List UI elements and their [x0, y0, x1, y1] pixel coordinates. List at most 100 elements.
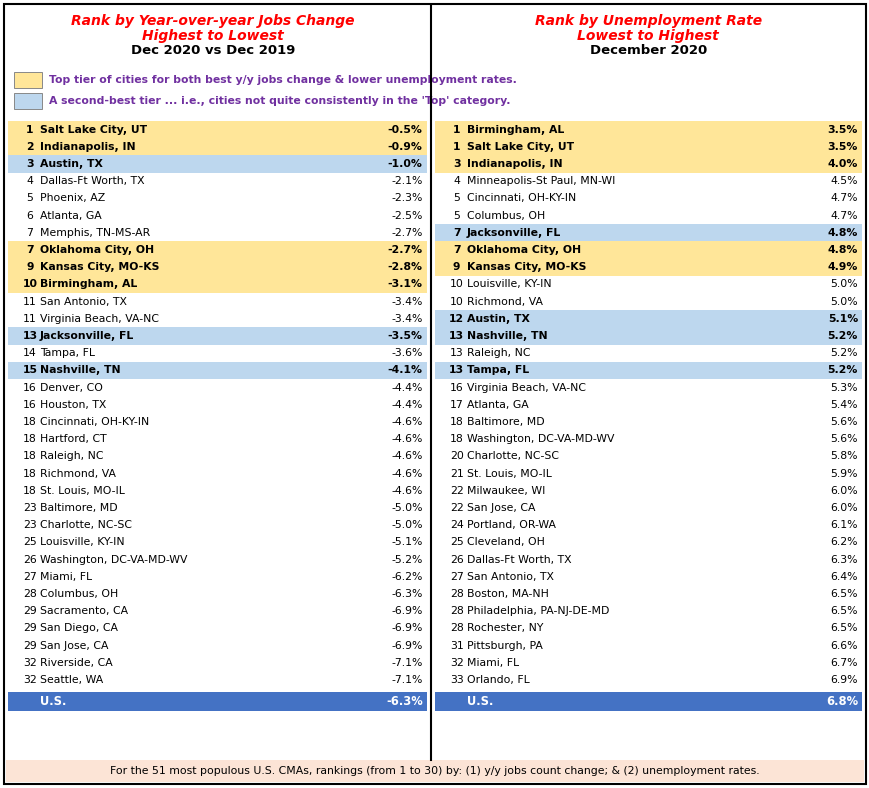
Text: Rochester, NY: Rochester, NY: [466, 623, 542, 634]
Text: 10: 10: [449, 296, 463, 307]
Text: Washington, DC-VA-MD-WV: Washington, DC-VA-MD-WV: [40, 555, 188, 564]
Text: 6.5%: 6.5%: [830, 623, 857, 634]
Text: 3: 3: [26, 159, 34, 169]
FancyBboxPatch shape: [434, 448, 861, 465]
Text: Orlando, FL: Orlando, FL: [466, 675, 529, 685]
FancyBboxPatch shape: [434, 637, 861, 654]
Text: Columbus, OH: Columbus, OH: [466, 210, 544, 221]
FancyBboxPatch shape: [434, 190, 861, 207]
Text: 5: 5: [453, 210, 460, 221]
Text: Washington, DC-VA-MD-WV: Washington, DC-VA-MD-WV: [466, 434, 614, 444]
Text: 33: 33: [449, 675, 463, 685]
FancyBboxPatch shape: [8, 654, 426, 671]
Text: -6.9%: -6.9%: [391, 641, 422, 651]
FancyBboxPatch shape: [434, 155, 861, 173]
Text: Dallas-Ft Worth, TX: Dallas-Ft Worth, TX: [40, 177, 144, 186]
FancyBboxPatch shape: [434, 121, 861, 138]
Text: Cincinnati, OH-KY-IN: Cincinnati, OH-KY-IN: [40, 417, 149, 427]
Text: 13: 13: [449, 348, 463, 359]
FancyBboxPatch shape: [8, 379, 426, 396]
Text: Tampa, FL: Tampa, FL: [40, 348, 95, 359]
Text: -2.7%: -2.7%: [387, 245, 422, 255]
FancyBboxPatch shape: [8, 517, 426, 533]
Text: December 2020: December 2020: [589, 44, 706, 57]
Text: 13: 13: [23, 331, 37, 341]
Text: -5.0%: -5.0%: [391, 520, 422, 530]
Text: 6.5%: 6.5%: [830, 589, 857, 599]
Text: Top tier of cities for both best y/y jobs change & lower unemployment rates.: Top tier of cities for both best y/y job…: [49, 75, 516, 85]
Text: Austin, TX: Austin, TX: [40, 159, 103, 169]
Text: Indianapolis, IN: Indianapolis, IN: [466, 159, 561, 169]
Text: 10: 10: [449, 280, 463, 289]
Text: San Jose, CA: San Jose, CA: [40, 641, 109, 651]
Text: 26: 26: [449, 555, 463, 564]
Text: 5.2%: 5.2%: [830, 348, 857, 359]
Text: 4.7%: 4.7%: [830, 210, 857, 221]
Text: -6.3%: -6.3%: [386, 695, 422, 708]
Text: Miami, FL: Miami, FL: [40, 572, 92, 582]
Text: 5.9%: 5.9%: [830, 469, 857, 478]
Text: Pittsburgh, PA: Pittsburgh, PA: [466, 641, 542, 651]
Text: Jacksonville, FL: Jacksonville, FL: [40, 331, 134, 341]
Text: 7: 7: [26, 245, 34, 255]
Text: San Jose, CA: San Jose, CA: [466, 503, 534, 513]
Text: 6.9%: 6.9%: [830, 675, 857, 685]
FancyBboxPatch shape: [8, 241, 426, 258]
Text: 12: 12: [448, 314, 464, 324]
Text: 6.4%: 6.4%: [830, 572, 857, 582]
Text: Kansas City, MO-KS: Kansas City, MO-KS: [466, 262, 586, 272]
Text: 7: 7: [453, 245, 460, 255]
Text: -0.5%: -0.5%: [388, 125, 422, 135]
Text: 1: 1: [26, 125, 34, 135]
Text: 5.0%: 5.0%: [829, 296, 857, 307]
Text: 5.0%: 5.0%: [829, 280, 857, 289]
FancyBboxPatch shape: [434, 362, 861, 379]
FancyBboxPatch shape: [434, 327, 861, 344]
FancyBboxPatch shape: [8, 482, 426, 500]
Text: -2.1%: -2.1%: [391, 177, 422, 186]
Text: -1.0%: -1.0%: [388, 159, 422, 169]
Text: 21: 21: [449, 469, 463, 478]
Text: 9: 9: [453, 262, 460, 272]
Text: Memphis, TN-MS-AR: Memphis, TN-MS-AR: [40, 228, 150, 238]
Text: Baltimore, MD: Baltimore, MD: [466, 417, 544, 427]
FancyBboxPatch shape: [8, 310, 426, 327]
FancyBboxPatch shape: [8, 414, 426, 430]
Text: 5.6%: 5.6%: [830, 434, 857, 444]
FancyBboxPatch shape: [434, 671, 861, 689]
Text: Oklahoma City, OH: Oklahoma City, OH: [40, 245, 154, 255]
Text: 2: 2: [26, 142, 34, 152]
Text: -2.7%: -2.7%: [391, 228, 422, 238]
Text: Cleveland, OH: Cleveland, OH: [466, 537, 544, 548]
Text: Virginia Beach, VA-NC: Virginia Beach, VA-NC: [40, 314, 159, 324]
Text: 6.2%: 6.2%: [830, 537, 857, 548]
Text: 6.5%: 6.5%: [830, 606, 857, 616]
FancyBboxPatch shape: [8, 603, 426, 620]
FancyBboxPatch shape: [8, 121, 426, 138]
Text: 6.6%: 6.6%: [830, 641, 857, 651]
Text: -5.0%: -5.0%: [391, 503, 422, 513]
Text: 7: 7: [453, 228, 460, 238]
Text: -0.9%: -0.9%: [388, 142, 422, 152]
Text: 4.5%: 4.5%: [830, 177, 857, 186]
FancyBboxPatch shape: [434, 344, 861, 362]
Text: 11: 11: [23, 314, 36, 324]
Text: -5.1%: -5.1%: [391, 537, 422, 548]
Text: 5: 5: [27, 193, 33, 203]
Text: 10: 10: [23, 280, 37, 289]
Text: Hartford, CT: Hartford, CT: [40, 434, 107, 444]
Text: Baltimore, MD: Baltimore, MD: [40, 503, 117, 513]
Text: -2.5%: -2.5%: [391, 210, 422, 221]
Text: Indianapolis, IN: Indianapolis, IN: [40, 142, 136, 152]
Text: 31: 31: [449, 641, 463, 651]
Text: Denver, CO: Denver, CO: [40, 383, 103, 392]
Text: Miami, FL: Miami, FL: [466, 658, 518, 667]
FancyBboxPatch shape: [8, 225, 426, 241]
Text: -4.6%: -4.6%: [391, 434, 422, 444]
Text: -6.9%: -6.9%: [391, 606, 422, 616]
Text: Charlotte, NC-SC: Charlotte, NC-SC: [466, 452, 558, 462]
Text: -2.8%: -2.8%: [388, 262, 422, 272]
Text: 6.0%: 6.0%: [829, 503, 857, 513]
Text: 27: 27: [449, 572, 463, 582]
Text: 3.5%: 3.5%: [826, 125, 857, 135]
